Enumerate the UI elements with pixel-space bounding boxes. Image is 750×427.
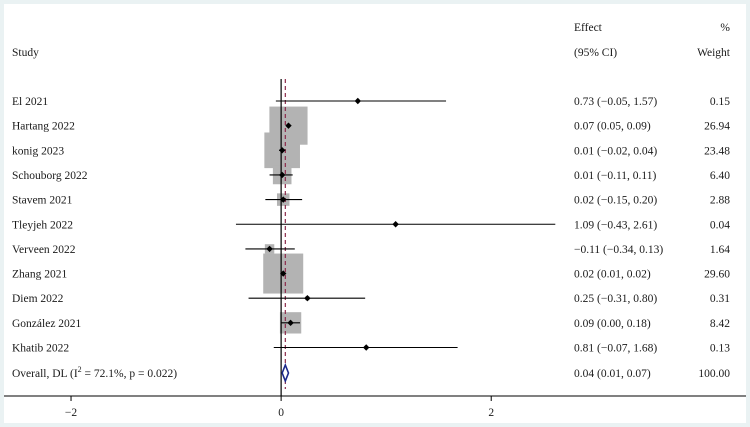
study-weight-text: 0.13 bbox=[710, 343, 730, 355]
x-tick-label: −2 bbox=[65, 407, 77, 419]
effect-point bbox=[392, 221, 399, 228]
plot-frame: Study Effect (95% CI) % Weight El 2021 0.… bbox=[4, 4, 746, 423]
study-name: Zhang 2021 bbox=[12, 269, 68, 281]
study-name: El 2021 bbox=[12, 96, 48, 108]
overall-label: Overall, DL (I2 = 72.1%, p = 0.022) bbox=[12, 365, 177, 380]
study-weight-text: 0.15 bbox=[710, 96, 730, 108]
header-weight: Weight bbox=[697, 47, 731, 59]
study-ci-text: 1.09 (−0.43, 2.61) bbox=[574, 219, 657, 231]
forest-plot: Study Effect (95% CI) % Weight El 2021 0.… bbox=[4, 22, 746, 419]
study-ci-text: 0.01 (−0.11, 0.11) bbox=[574, 170, 656, 182]
study-weight-text: 0.31 bbox=[710, 293, 730, 305]
study-ci-text: 0.25 (−0.31, 0.80) bbox=[574, 293, 657, 305]
study-name: konig 2023 bbox=[12, 145, 64, 157]
effect-point bbox=[354, 97, 362, 105]
overall-diamond bbox=[281, 362, 290, 384]
study-ci-text: 0.02 (−0.15, 0.20) bbox=[574, 195, 657, 207]
x-tick-label: 2 bbox=[488, 407, 494, 419]
study-name: Verveen 2022 bbox=[12, 244, 76, 256]
effect-point bbox=[285, 122, 292, 129]
study-ci-text: 0.73 (−0.05, 1.57) bbox=[574, 96, 657, 108]
study-ci-text: 0.02 (0.01, 0.02) bbox=[574, 269, 651, 281]
effect-point bbox=[280, 196, 287, 203]
study-name: Khatib 2022 bbox=[12, 343, 69, 355]
study-ci-text: 0.09 (0.00, 0.18) bbox=[574, 318, 651, 330]
study-ci-text: −0.11 (−0.34, 0.13) bbox=[574, 244, 663, 256]
study-weight-text: 1.64 bbox=[710, 244, 730, 256]
study-name: Diem 2022 bbox=[12, 293, 64, 305]
study-weight-text: 2.88 bbox=[710, 195, 730, 207]
x-axis-ticks: −2 0 2 bbox=[65, 396, 494, 419]
effect-point bbox=[287, 319, 294, 327]
header-study: Study bbox=[12, 47, 39, 59]
study-weight-text: 0.04 bbox=[710, 219, 730, 231]
study-weight-text: 29.60 bbox=[704, 269, 730, 281]
effect-point bbox=[266, 245, 273, 253]
header-ci: (95% CI) bbox=[574, 47, 617, 59]
study-name: Tleyjeh 2022 bbox=[12, 219, 73, 231]
header-effect: Effect bbox=[574, 22, 603, 34]
study-name: González 2021 bbox=[12, 318, 82, 330]
overall-ci-text: 0.04 (0.01, 0.07) bbox=[574, 368, 651, 380]
effect-point bbox=[278, 147, 286, 154]
row-labels: El 2021 0.73 (−0.05, 1.57) 0.15 Hartang 202… bbox=[12, 96, 730, 355]
effect-point bbox=[280, 270, 287, 277]
overall-weight-text: 100.00 bbox=[698, 368, 730, 380]
study-weight-text: 6.40 bbox=[710, 170, 730, 182]
effect-point bbox=[304, 295, 311, 302]
study-name: Schouborg 2022 bbox=[12, 170, 88, 182]
effect-point bbox=[363, 344, 370, 351]
study-ci-text: 0.81 (−0.07, 1.68) bbox=[574, 343, 657, 355]
study-name: Stavem 2021 bbox=[12, 195, 73, 207]
header-weight-pct: % bbox=[720, 22, 730, 34]
study-name: Hartang 2022 bbox=[12, 121, 75, 133]
study-weight-text: 23.48 bbox=[704, 145, 730, 157]
study-weight-text: 26.94 bbox=[704, 121, 730, 133]
x-tick-label: 0 bbox=[278, 407, 284, 419]
study-weight-text: 8.42 bbox=[710, 318, 730, 330]
study-ci-text: 0.07 (0.05, 0.09) bbox=[574, 121, 651, 133]
effect-point bbox=[278, 171, 286, 179]
plot-marks bbox=[235, 79, 556, 396]
study-ci-text: 0.01 (−0.02, 0.04) bbox=[574, 145, 657, 157]
